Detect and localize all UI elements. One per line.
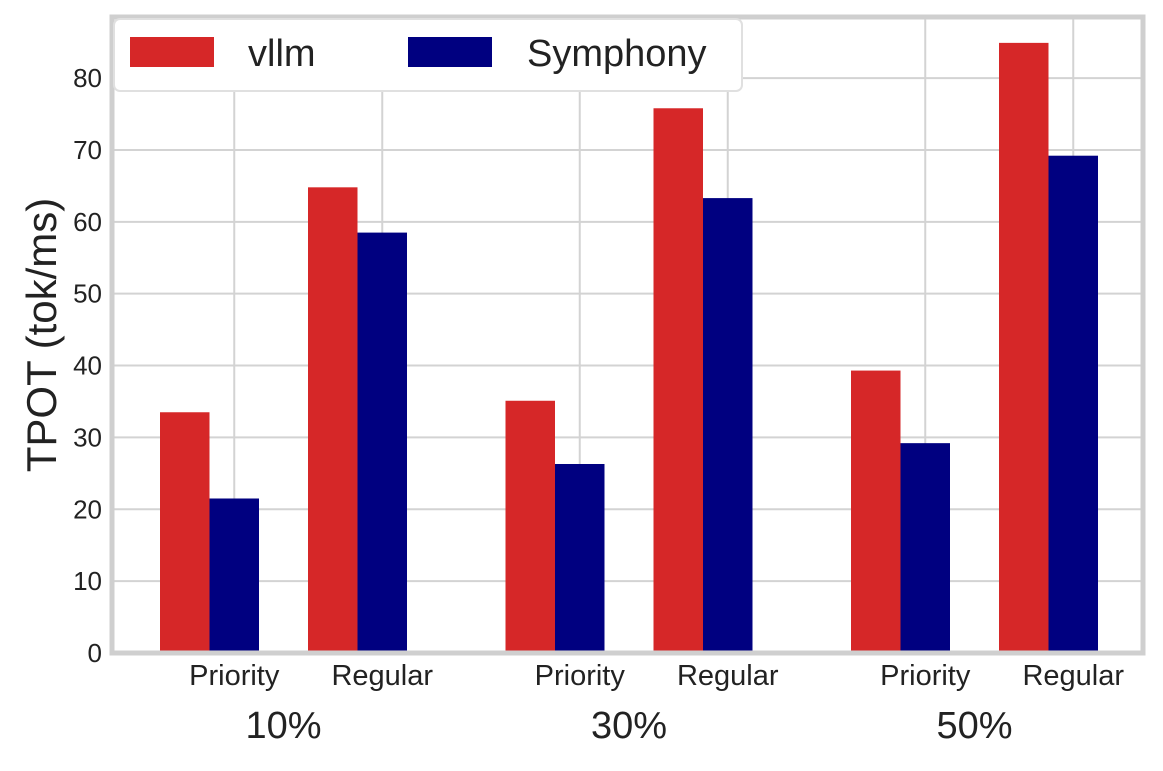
- bar-symphony-10pct-priority: [209, 498, 259, 653]
- bar-vllm-50pct-priority: [851, 370, 901, 653]
- bars: [160, 42, 1098, 654]
- bar-vllm-50pct-regular: [999, 42, 1049, 653]
- plot-frame: [109, 14, 1146, 656]
- bar-symphony-50pct-regular: [1048, 155, 1098, 653]
- y-tick-label: 50: [73, 279, 102, 309]
- y-tick-label: 30: [73, 422, 102, 452]
- y-tick-label: 10: [73, 566, 102, 596]
- x-tick-label: Regular: [677, 660, 779, 692]
- x-tick-label: Priority: [880, 660, 971, 692]
- x-tick-label: Regular: [1022, 660, 1124, 692]
- y-tick-label: 60: [73, 207, 102, 237]
- bar-symphony-30pct-priority: [555, 463, 605, 653]
- legend-swatch-symphony: [408, 37, 492, 67]
- grid: [112, 17, 1143, 654]
- bar-vllm-10pct-regular: [308, 187, 358, 653]
- group-label: 30%: [591, 705, 667, 747]
- bar-symphony-50pct-priority: [900, 443, 950, 653]
- legend: vllm Symphony: [113, 18, 743, 92]
- legend-swatch-vllm: [130, 37, 214, 67]
- legend-label-vllm: vllm: [248, 33, 316, 75]
- bar-symphony-10pct-regular: [357, 232, 407, 654]
- y-tick-label: 70: [73, 135, 102, 165]
- group-label: 10%: [245, 705, 321, 747]
- y-tick-label: 40: [73, 351, 102, 381]
- group-labels: 10% 30% 50%: [245, 705, 1012, 747]
- y-tick-label: 20: [73, 494, 102, 524]
- x-tick-labels: Priority Regular Priority Regular Priority Re…: [189, 660, 1124, 692]
- bar-vllm-30pct-regular: [653, 108, 703, 653]
- group-label: 50%: [936, 705, 1012, 747]
- legend-label-symphony: Symphony: [527, 33, 707, 75]
- y-tick-label: 80: [73, 63, 102, 93]
- x-tick-label: Regular: [331, 660, 433, 692]
- bar-vllm-30pct-priority: [505, 400, 555, 653]
- x-tick-label: Priority: [189, 660, 280, 692]
- bar-vllm-10pct-priority: [160, 412, 210, 653]
- x-tick-label: Priority: [535, 660, 626, 692]
- bar-symphony-30pct-regular: [703, 198, 753, 653]
- y-tick-labels: 0 10 20 30 40 50 60 70 80: [73, 63, 102, 668]
- y-tick-label: 0: [88, 638, 102, 668]
- y-axis-label: TPOT (tok/ms): [18, 198, 65, 473]
